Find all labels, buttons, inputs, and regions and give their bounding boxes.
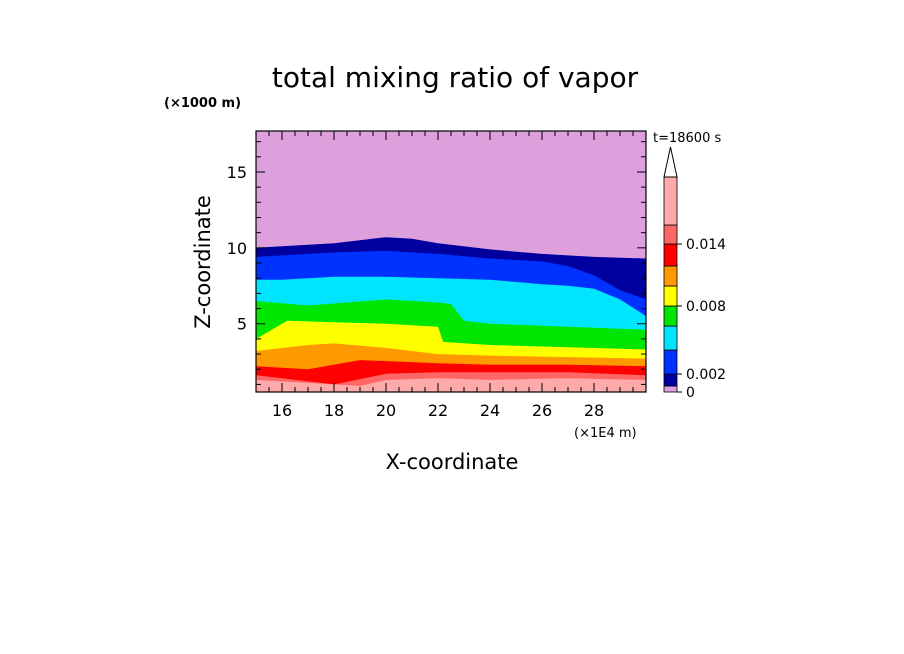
- y-axis-ticks: [256, 141, 646, 385]
- chart-title: total mixing ratio of vapor: [272, 61, 639, 94]
- x-unit-label: (×1E4 m): [574, 426, 637, 441]
- x-axis-ticks: [255, 131, 647, 392]
- contour-bands: [256, 131, 646, 392]
- colorbar: [663, 146, 678, 393]
- y-tick-label: 15: [227, 163, 247, 182]
- colorbar-label: 0.014: [686, 237, 726, 253]
- colorbar-label: 0.002: [686, 367, 726, 383]
- x-tick-label: 18: [324, 401, 344, 420]
- y-unit-label: (×1000 m): [164, 96, 241, 111]
- colorbar-swatch: [663, 349, 678, 375]
- colorbar-swatch: [663, 373, 678, 387]
- colorbar-swatch: [663, 224, 678, 245]
- y-tick-label: 5: [237, 315, 247, 334]
- colorbar-swatch: [663, 285, 678, 307]
- x-tick-label: 24: [480, 401, 500, 420]
- y-axis-title: Z-coordinate: [191, 195, 215, 329]
- x-tick-label: 20: [376, 401, 396, 420]
- colorbar-labels: 0 0.002 0.008 0.014: [677, 237, 726, 401]
- x-tick-label: 16: [272, 401, 292, 420]
- colorbar-swatch: [663, 385, 678, 393]
- contour-band-9: [256, 378, 646, 392]
- colorbar-label: 0.008: [686, 299, 726, 315]
- x-tick-label: 28: [584, 401, 604, 420]
- colorbar-swatch: [663, 265, 678, 287]
- x-tick-label: 26: [532, 401, 552, 420]
- x-tick-label: 22: [428, 401, 448, 420]
- colorbar-extend-arrow: [663, 146, 678, 178]
- colorbar-swatch: [663, 325, 678, 351]
- time-label: t=18600 s: [653, 131, 721, 146]
- x-axis-tick-labels: 16 18 20 22 24 26 28: [272, 401, 604, 420]
- colorbar-swatch: [663, 243, 678, 267]
- x-axis-title: X-coordinate: [386, 450, 519, 474]
- colorbar-swatch: [663, 176, 678, 226]
- colorbar-swatch: [663, 305, 678, 327]
- colorbar-label: 0: [686, 385, 695, 401]
- y-axis-tick-labels: 5 10 15: [227, 163, 247, 334]
- y-tick-label: 10: [227, 239, 247, 258]
